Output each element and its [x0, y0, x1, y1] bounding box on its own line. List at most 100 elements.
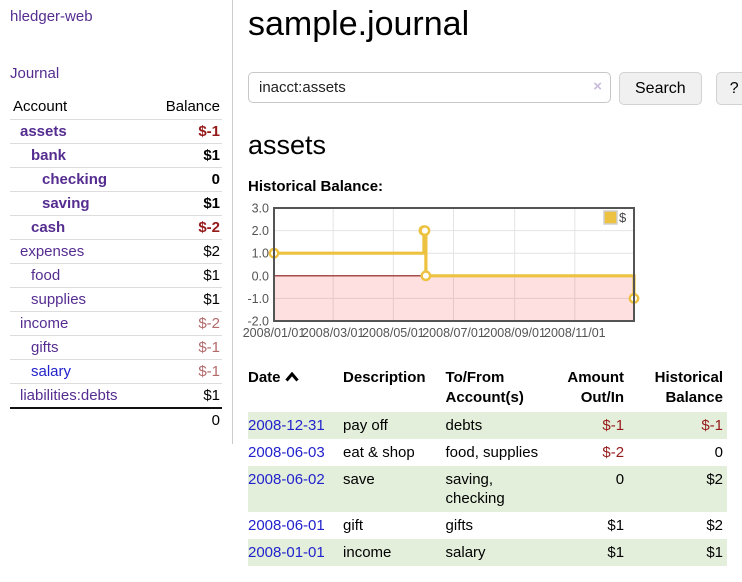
transaction-description: gift	[343, 517, 364, 534]
sidebar-item-journal[interactable]: Journal	[10, 65, 60, 82]
sort-ascending-icon	[284, 372, 299, 382]
account-balance: $-1	[147, 359, 222, 384]
account-link-saving[interactable]: saving	[42, 195, 90, 212]
account-balance: $-1	[147, 119, 222, 144]
account-link-expenses[interactable]: expenses	[20, 243, 85, 260]
transaction-date-link[interactable]: 2008-06-03	[248, 444, 325, 461]
account-balance: $1	[147, 143, 222, 168]
account-link-gifts[interactable]: gifts	[31, 339, 59, 356]
account-link-liabilities-debts[interactable]: liabilities:debts	[20, 387, 118, 404]
search-input-wrapper: ×	[248, 72, 611, 105]
svg-text:2008/03/01: 2008/03/01	[302, 326, 365, 340]
account-column-header: Account	[13, 98, 68, 115]
transaction-date-link[interactable]: 2008-06-02	[248, 471, 325, 488]
account-row: liabilities:debts $1	[10, 383, 222, 408]
column-header-date[interactable]: Date	[248, 366, 343, 412]
accounts-balance-table: Account Balance assets $-1 bank $1 checking 0…	[10, 95, 222, 432]
account-row: checking 0	[10, 167, 222, 192]
accounts-total-value: 0	[147, 407, 222, 432]
account-row: income $-2	[10, 311, 222, 336]
transaction-row: 2008-06-02 save saving, checking 0 $2	[248, 466, 727, 512]
transaction-date-link[interactable]: 2008-06-01	[248, 517, 325, 534]
chart-title: Historical Balance:	[248, 178, 384, 195]
transaction-accounts: gifts	[445, 517, 474, 534]
register-header-row: Date Description To/From Account(s) Amount Ou…	[248, 366, 727, 412]
transaction-balance: $-1	[701, 417, 723, 434]
account-link-bank[interactable]: bank	[31, 147, 67, 164]
search-button[interactable]: Search	[619, 72, 702, 105]
transaction-date-link[interactable]: 2008-12-31	[248, 417, 325, 434]
app-title-link[interactable]: hledger-web	[10, 8, 93, 25]
account-row: salary $-1	[10, 359, 222, 384]
column-header-tofrom: To/From Account(s)	[445, 369, 524, 406]
account-balance: $1	[147, 383, 222, 408]
register-table: Date Description To/From Account(s) Amount Ou…	[248, 366, 727, 566]
transaction-description: eat & shop	[343, 444, 415, 461]
transaction-row: 2008-06-03 eat & shop food, supplies $-2 0	[248, 439, 727, 466]
account-row: assets $-1	[10, 119, 222, 144]
column-header-historical: Historical Balance	[654, 369, 723, 406]
svg-text:-1.0: -1.0	[247, 292, 269, 306]
app-layout: hledger-web Journal Account Balance asse…	[10, 0, 742, 566]
legend-swatch	[603, 210, 618, 225]
transaction-date-link[interactable]: 2008-01-01	[248, 544, 325, 561]
transaction-balance: $2	[706, 471, 723, 488]
account-link-cash[interactable]: cash	[31, 219, 66, 236]
account-balance: $-2	[147, 311, 222, 336]
svg-text:2008/01/01: 2008/01/01	[243, 326, 306, 340]
transaction-row: 2008-01-01 income salary $1 $1	[248, 539, 727, 566]
transaction-row: 2008-12-31 pay off debts $-1 $-1	[248, 412, 727, 439]
account-row: food $1	[10, 263, 222, 288]
account-row: expenses $2	[10, 239, 222, 264]
account-link-food[interactable]: food	[31, 267, 61, 284]
svg-text:-2.0: -2.0	[247, 315, 269, 329]
column-header-description: Description	[343, 369, 426, 386]
account-link-income[interactable]: income	[20, 315, 69, 332]
account-link-assets[interactable]: assets	[20, 123, 67, 140]
account-balance: $-2	[147, 215, 222, 240]
svg-text:3.0: 3.0	[252, 203, 269, 216]
transaction-balance: 0	[714, 444, 723, 461]
transaction-description: pay off	[343, 417, 388, 434]
search-input[interactable]	[248, 72, 611, 103]
accounts-table-header: Account Balance	[10, 95, 222, 120]
svg-text:2008/11/01: 2008/11/01	[544, 326, 606, 340]
clear-search-icon[interactable]: ×	[593, 78, 602, 95]
search-bar: × Search ?	[248, 72, 742, 105]
account-heading: assets	[248, 130, 327, 160]
column-header-amount: Amount Out/In	[567, 369, 625, 406]
account-row: bank $1	[10, 143, 222, 168]
account-row: supplies $1	[10, 287, 222, 312]
transaction-accounts: debts	[445, 417, 483, 434]
account-row: saving $1	[10, 191, 222, 216]
account-balance: $2	[147, 239, 222, 264]
svg-text:0.0: 0.0	[252, 269, 269, 283]
historical-balance-chart: 3.0 2.0 1.0 0.0 -1.0 -2.0 2008/01/01 2008/03/01…	[242, 202, 742, 343]
legend-label: $	[619, 210, 627, 225]
account-balance: $1	[147, 287, 222, 312]
account-row: gifts $-1	[10, 335, 222, 360]
transaction-amount: $-1	[602, 417, 625, 434]
transaction-accounts: food, supplies	[445, 444, 539, 461]
accounts-table-body: assets $-1 bank $1 checking 0 saving $1 cash $-2 e…	[10, 119, 222, 408]
accounts-total-row: 0	[10, 407, 222, 432]
account-balance: 0	[147, 167, 222, 192]
transaction-accounts: salary	[445, 544, 486, 561]
transaction-description: save	[343, 471, 375, 488]
account-row: cash $-2	[10, 215, 222, 240]
chart-canvas: 3.0 2.0 1.0 0.0 -1.0 -2.02008/01/012008/03/01…	[243, 202, 640, 340]
page-title: sample.journal	[248, 5, 470, 43]
help-button[interactable]: ?	[715, 72, 742, 105]
account-balance: $1	[147, 263, 222, 288]
account-balance: $1	[147, 191, 222, 216]
account-link-salary[interactable]: salary	[31, 363, 72, 380]
transaction-row: 2008-06-01 gift gifts $1 $2	[248, 512, 727, 539]
account-link-supplies[interactable]: supplies	[31, 291, 87, 308]
transaction-accounts: saving, checking	[445, 471, 505, 507]
svg-text:2008/05/01: 2008/05/01	[362, 326, 425, 340]
balance-column-header: Balance	[165, 98, 220, 115]
svg-text:2008/07/01: 2008/07/01	[422, 326, 485, 340]
svg-text:1.0: 1.0	[252, 247, 269, 261]
transaction-amount: $-2	[602, 444, 625, 461]
account-link-checking[interactable]: checking	[42, 171, 108, 188]
